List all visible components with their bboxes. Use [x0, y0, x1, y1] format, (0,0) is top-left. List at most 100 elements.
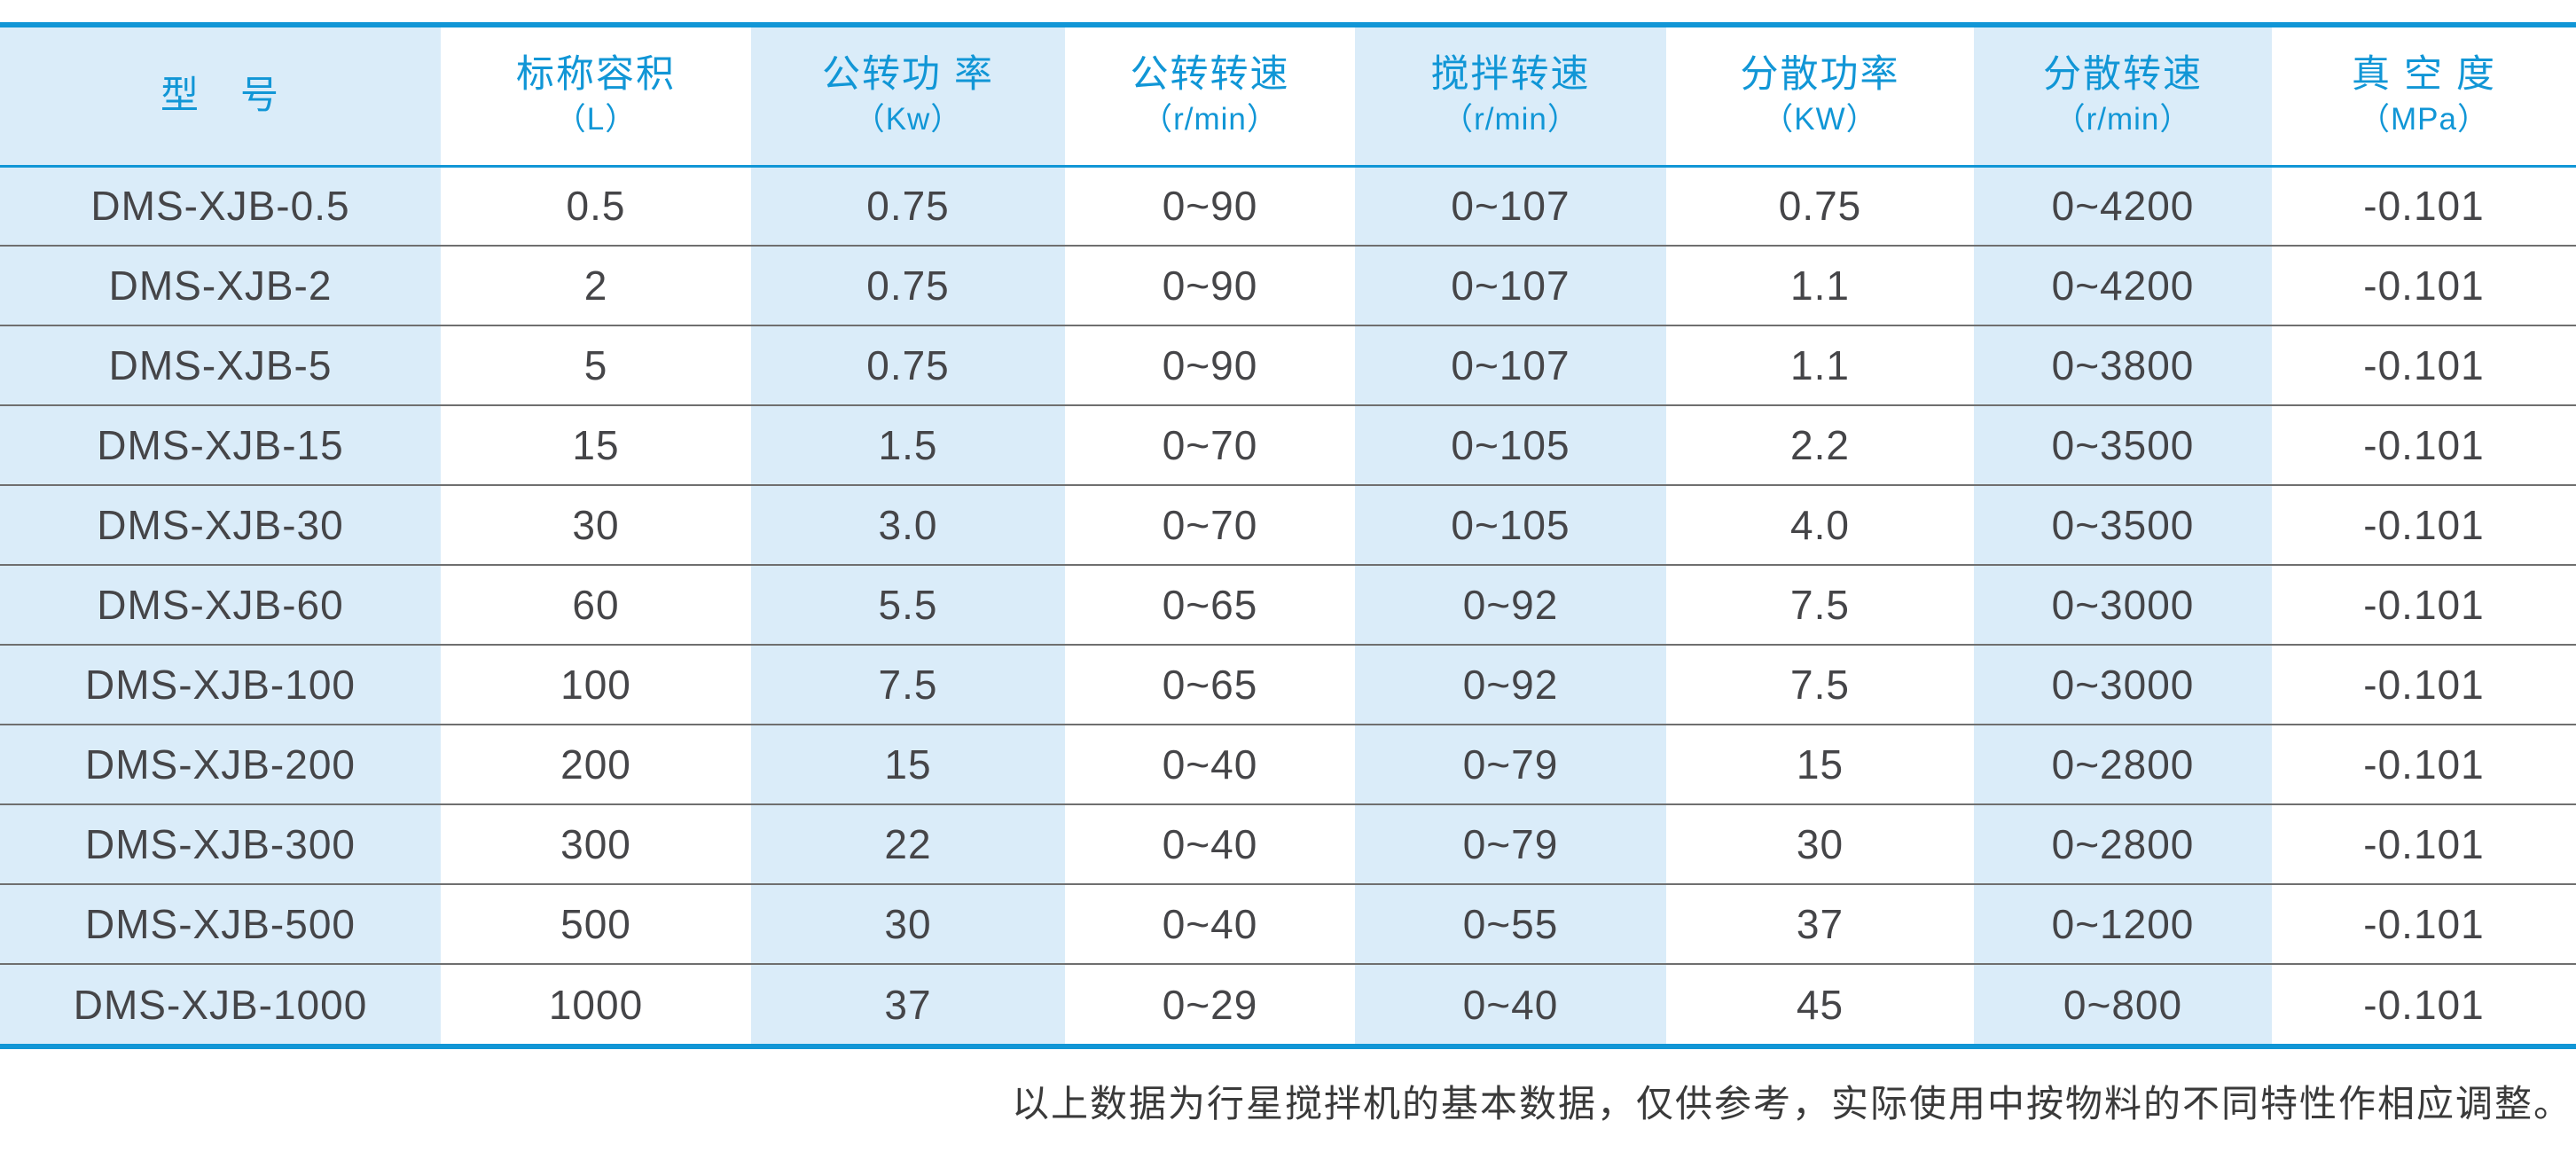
footnote: 以上数据为行星搅拌机的基本数据，仅供参考，实际使用中按物料的不同特性作相应调整。 [1011, 1085, 2572, 1125]
column-label: 真 空 度 [2352, 53, 2496, 97]
value-cell: 100 [560, 662, 631, 708]
value-cell: 0~40 [1162, 901, 1258, 947]
value-cell: 300 [560, 821, 631, 867]
value-cell: 0~3000 [1974, 645, 2272, 725]
value-cell: 0~40 [1162, 741, 1258, 788]
value-cell: -0.101 [2363, 342, 2485, 388]
table-row: DMS-XJB-15 15 1.5 0~70 0~105 2.2 0~3500 -0.101 [0, 405, 2576, 485]
model-cell: DMS-XJB-300 [0, 804, 441, 884]
bottom-border-line [0, 1044, 2576, 1049]
column-header-8: 真 空 度 （MPa） [2272, 27, 2576, 166]
value-cell: -0.101 [2363, 582, 2485, 628]
column-header-5: 搅拌转速 （r/min） [1355, 27, 1666, 166]
column-header-2: 标称容积 （L） [441, 27, 751, 166]
value-cell: 0~107 [1355, 325, 1666, 405]
value-cell: -0.101 [2363, 901, 2485, 947]
column-label: 分散功率 [1740, 53, 1900, 97]
value-cell: 0.5 [566, 183, 626, 230]
value-cell: 0~79 [1355, 725, 1666, 804]
column-unit: （r/min） [1141, 101, 1279, 137]
value-cell: 0~79 [1355, 804, 1666, 884]
column-unit: （MPa） [2359, 101, 2489, 137]
model-cell: DMS-XJB-5 [0, 325, 441, 405]
value-cell: 30 [1796, 821, 1844, 867]
value-cell: 0~4200 [1974, 246, 2272, 325]
top-border-line [0, 22, 2576, 27]
value-cell: 0~107 [1355, 246, 1666, 325]
value-cell: 0~40 [1355, 964, 1666, 1044]
value-cell: 2 [583, 263, 608, 309]
value-cell: 0~4200 [1974, 166, 2272, 246]
value-cell: 5 [583, 342, 608, 388]
model-cell: DMS-XJB-60 [0, 565, 441, 645]
table-row: DMS-XJB-0.5 0.5 0.75 0~90 0~107 0.75 0~4200 -0.… [0, 166, 2576, 246]
top-margin [0, 0, 2576, 22]
value-cell: -0.101 [2363, 821, 2485, 867]
value-cell: 0~92 [1355, 565, 1666, 645]
value-cell: 0~65 [1162, 662, 1258, 708]
value-cell: 7.5 [1790, 582, 1850, 628]
value-cell: 1000 [548, 981, 644, 1028]
value-cell: 30 [572, 502, 620, 548]
model-cell: DMS-XJB-1000 [0, 964, 441, 1044]
value-cell: 15 [572, 422, 620, 468]
value-cell: 37 [751, 964, 1065, 1044]
value-cell: 60 [572, 582, 620, 628]
column-unit: （Kw） [853, 101, 963, 137]
table-row: DMS-XJB-60 60 5.5 0~65 0~92 7.5 0~3000 -0.101 [0, 565, 2576, 645]
column-unit: （r/min） [2054, 101, 2192, 137]
value-cell: 22 [751, 804, 1065, 884]
model-cell: DMS-XJB-0.5 [0, 166, 441, 246]
value-cell: 1.1 [1790, 263, 1850, 309]
column-label: 公转功 率 [822, 53, 994, 97]
value-cell: 0~65 [1162, 582, 1258, 628]
column-header-7: 分散转速 （r/min） [1974, 27, 2272, 166]
value-cell: 7.5 [751, 645, 1065, 725]
value-cell: 0~55 [1355, 884, 1666, 964]
table-row: DMS-XJB-500 500 30 0~40 0~55 37 0~1200 -0.101 [0, 884, 2576, 964]
value-cell: 0~92 [1355, 645, 1666, 725]
column-header-4: 公转转速 （r/min） [1065, 27, 1355, 166]
column-label: 分散转速 [2043, 53, 2203, 97]
value-cell: -0.101 [2363, 502, 2485, 548]
column-unit: （KW） [1762, 101, 1878, 137]
value-cell: 500 [560, 901, 631, 947]
value-cell: 0~105 [1355, 485, 1666, 565]
value-cell: 3.0 [751, 485, 1065, 565]
value-cell: 15 [1796, 741, 1844, 788]
table-row: DMS-XJB-1000 1000 37 0~29 0~40 45 0~800 -0.101 [0, 964, 2576, 1044]
value-cell: 0~2800 [1974, 804, 2272, 884]
value-cell: 0.75 [751, 166, 1065, 246]
column-header-1: 型 号 [0, 27, 441, 166]
table-row: DMS-XJB-5 5 0.75 0~90 0~107 1.1 0~3800 -0.101 [0, 325, 2576, 405]
table-row: DMS-XJB-2 2 0.75 0~90 0~107 1.1 0~4200 -0.101 [0, 246, 2576, 325]
spec-table: 型 号 标称容积 （L） 公转功 率 （Kw） 公转转速 （r/min） 搅拌转速 （r/min… [0, 27, 2576, 1044]
model-cell: DMS-XJB-30 [0, 485, 441, 565]
value-cell: -0.101 [2363, 981, 2485, 1028]
value-cell: 0~70 [1162, 422, 1258, 468]
value-cell: 0~1200 [1974, 884, 2272, 964]
table-row: DMS-XJB-100 100 7.5 0~65 0~92 7.5 0~3000 -0.101 [0, 645, 2576, 725]
value-cell: 0~70 [1162, 502, 1258, 548]
table-row: DMS-XJB-300 300 22 0~40 0~79 30 0~2800 -0.101 [0, 804, 2576, 884]
value-cell: 37 [1796, 901, 1844, 947]
column-label: 搅拌转速 [1430, 53, 1591, 97]
column-label: 标称容积 [516, 53, 676, 97]
value-cell: -0.101 [2363, 183, 2485, 230]
value-cell: 0~3500 [1974, 485, 2272, 565]
table-row: DMS-XJB-200 200 15 0~40 0~79 15 0~2800 -0.101 [0, 725, 2576, 804]
value-cell: 15 [751, 725, 1065, 804]
column-unit: （L） [554, 101, 638, 137]
value-cell: 0.75 [751, 246, 1065, 325]
value-cell: 5.5 [751, 565, 1065, 645]
column-label: 公转转速 [1130, 53, 1290, 97]
model-cell: DMS-XJB-200 [0, 725, 441, 804]
table-header: 型 号 标称容积 （L） 公转功 率 （Kw） 公转转速 （r/min） 搅拌转速 （r/min… [0, 27, 2576, 166]
table-row: DMS-XJB-30 30 3.0 0~70 0~105 4.0 0~3500 -0.101 [0, 485, 2576, 565]
value-cell: 0~3500 [1974, 405, 2272, 485]
column-header-6: 分散功率 （KW） [1666, 27, 1974, 166]
model-cell: DMS-XJB-500 [0, 884, 441, 964]
value-cell: 0.75 [751, 325, 1065, 405]
model-cell: DMS-XJB-15 [0, 405, 441, 485]
